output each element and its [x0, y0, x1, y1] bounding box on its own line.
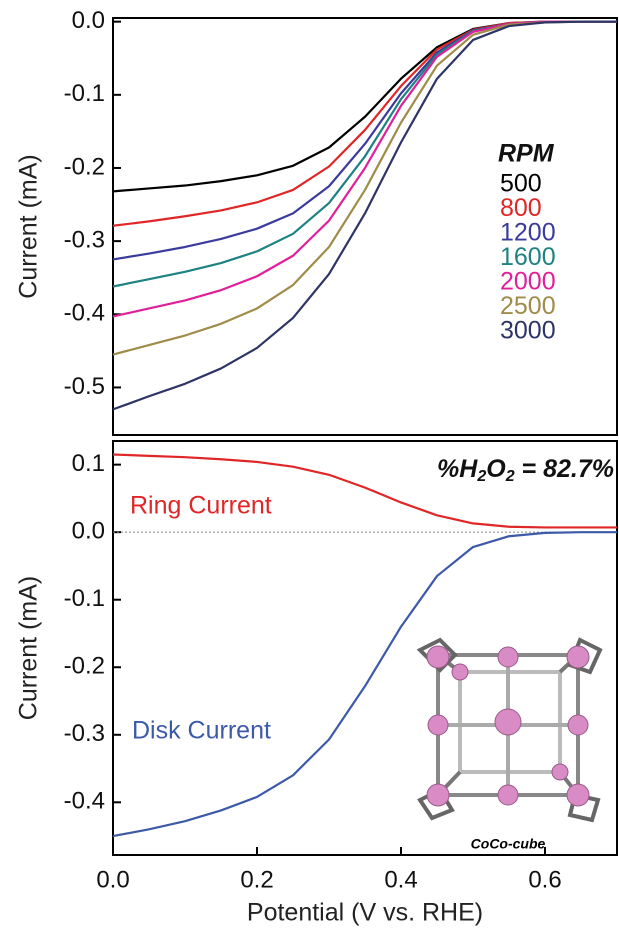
series-label: Disk Current [132, 717, 271, 745]
annotation-part: = 82.7% [515, 455, 614, 483]
x-tick-label: 0.0 [96, 866, 129, 893]
annotation-part: %H [437, 455, 478, 483]
y-axis-label: Current (mA) [15, 576, 43, 720]
x-tick-label: 0.6 [528, 866, 561, 893]
legend-entry: 3000 [500, 317, 556, 345]
inset-label: CoCo-cube [471, 836, 546, 852]
y-tick-label: -0.2 [64, 153, 105, 180]
y-tick-label: -0.3 [64, 720, 105, 747]
annotation-part: O [486, 455, 506, 483]
series-line [113, 532, 617, 836]
y-tick-label: 0.0 [72, 518, 105, 545]
y-tick-label: -0.1 [64, 80, 105, 107]
annotation-part: 2 [476, 468, 486, 485]
legend-title: RPM [498, 140, 555, 168]
annotation-part: 2 [505, 468, 515, 485]
y-tick-label: -0.3 [64, 226, 105, 253]
x-tick-label: 0.4 [384, 866, 417, 893]
series-label: Ring Current [130, 492, 272, 520]
x-tick-label: 0.2 [240, 866, 273, 893]
y-tick-label: 0.1 [72, 450, 105, 477]
annotation: %H2O2 = 82.7% [437, 455, 614, 486]
y-tick-label: -0.5 [64, 373, 105, 400]
x-axis-label: Potential (V vs. RHE) [247, 899, 483, 927]
y-tick-label: 0.0 [72, 7, 105, 34]
y-tick-label: -0.1 [64, 585, 105, 612]
y-tick-label: -0.4 [64, 300, 105, 327]
y-tick-label: -0.2 [64, 653, 105, 680]
page: {"chart_data": [ {"type": "line", "ylabe… [0, 0, 619, 935]
chart: CoCo-cube 0.0 -0.1 -0.2 -0.3 -0.4 -0.5 Current… [0, 0, 619, 930]
y-tick-label: -0.4 [64, 788, 105, 815]
y-axis-label: Current (mA) [15, 154, 43, 298]
